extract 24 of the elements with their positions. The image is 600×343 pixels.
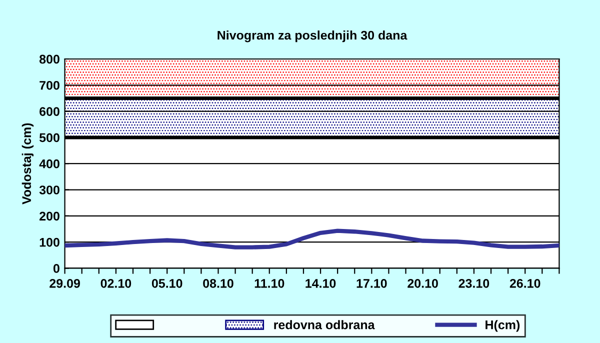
chart-title: Nivogram za poslednjih 30 dana (218, 30, 408, 42)
line-series (64, 228, 560, 250)
y-tick-label: 500 (39, 133, 60, 142)
y-axis-title: Vodostaj (cm) (22, 123, 34, 204)
legend-label: H(cm) (486, 320, 520, 332)
x-tick-label: 11.10 (254, 278, 284, 288)
x-tick-label: 02.10 (100, 278, 132, 288)
x-tick-label: 05.10 (152, 278, 182, 288)
y-tick-label: 300 (39, 186, 60, 194)
y-tick-label: 400 (39, 159, 60, 168)
legend-label: redovna odbrana (274, 320, 375, 330)
x-tick-label: 14.10 (306, 278, 336, 288)
x-tick-label: 20.10 (408, 278, 438, 288)
x-tick-label: 26.10 (510, 278, 540, 288)
y-tick-label: 0 (53, 264, 60, 273)
x-tick-label: 29.09 (50, 278, 80, 288)
x-tick-label: 17.10 (356, 278, 387, 288)
y-tick-label: 200 (40, 212, 60, 221)
y-tick-label: 100 (40, 238, 60, 247)
y-tick-label: 800 (39, 54, 60, 64)
x-tick-label: 23.10 (458, 278, 490, 288)
y-tick-label: 700 (40, 80, 60, 90)
y-tick-label: 600 (40, 107, 60, 116)
x-tick-label: 08.10 (203, 278, 234, 288)
